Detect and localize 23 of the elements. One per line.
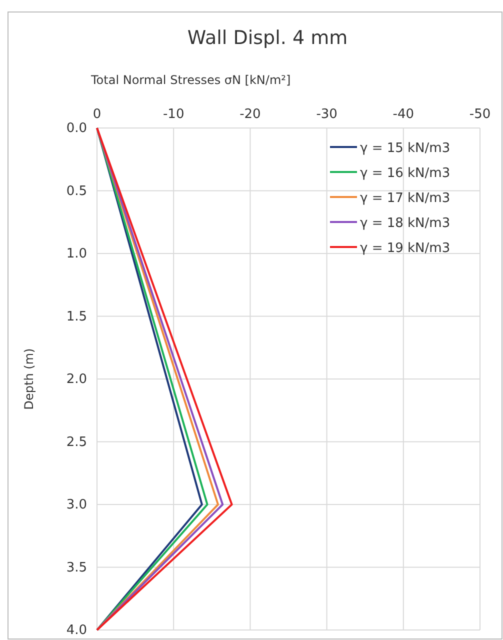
- y-tick-label: 4.0: [66, 623, 87, 638]
- y-tick-label: 2.0: [66, 372, 87, 388]
- x-tick-label: -20: [240, 107, 261, 122]
- legend-label: γ = 18 kN/m3: [360, 216, 450, 231]
- y-tick-label: 1.0: [66, 246, 87, 262]
- y-tick-label: 0.0: [66, 121, 87, 136]
- y-tick-label: 1.5: [66, 309, 87, 324]
- x-tick-label: -10: [162, 107, 184, 122]
- x-tick-label: -50: [469, 107, 491, 122]
- legend-label: γ = 15 kN/m3: [360, 141, 450, 156]
- y-axis-title: Depth (m): [22, 348, 36, 410]
- y-tick-label: 3.5: [66, 560, 87, 576]
- x-tick-label: 0: [92, 107, 102, 122]
- legend-label: γ = 19 kN/m3: [360, 241, 450, 256]
- x-axis-title: Total Normal Stresses σN [kN/m²]: [90, 73, 291, 87]
- legend-label: γ = 16 kN/m3: [360, 166, 450, 181]
- chart-title: Wall Displ. 4 mm: [187, 27, 348, 49]
- y-tick-label: 2.5: [66, 434, 87, 450]
- x-tick-label: -40: [392, 107, 414, 122]
- y-tick-label: 3.0: [66, 498, 87, 513]
- x-tick-label: -30: [316, 107, 338, 122]
- legend-label: γ = 17 kN/m3: [360, 191, 450, 206]
- y-tick-label: 0.5: [66, 184, 87, 199]
